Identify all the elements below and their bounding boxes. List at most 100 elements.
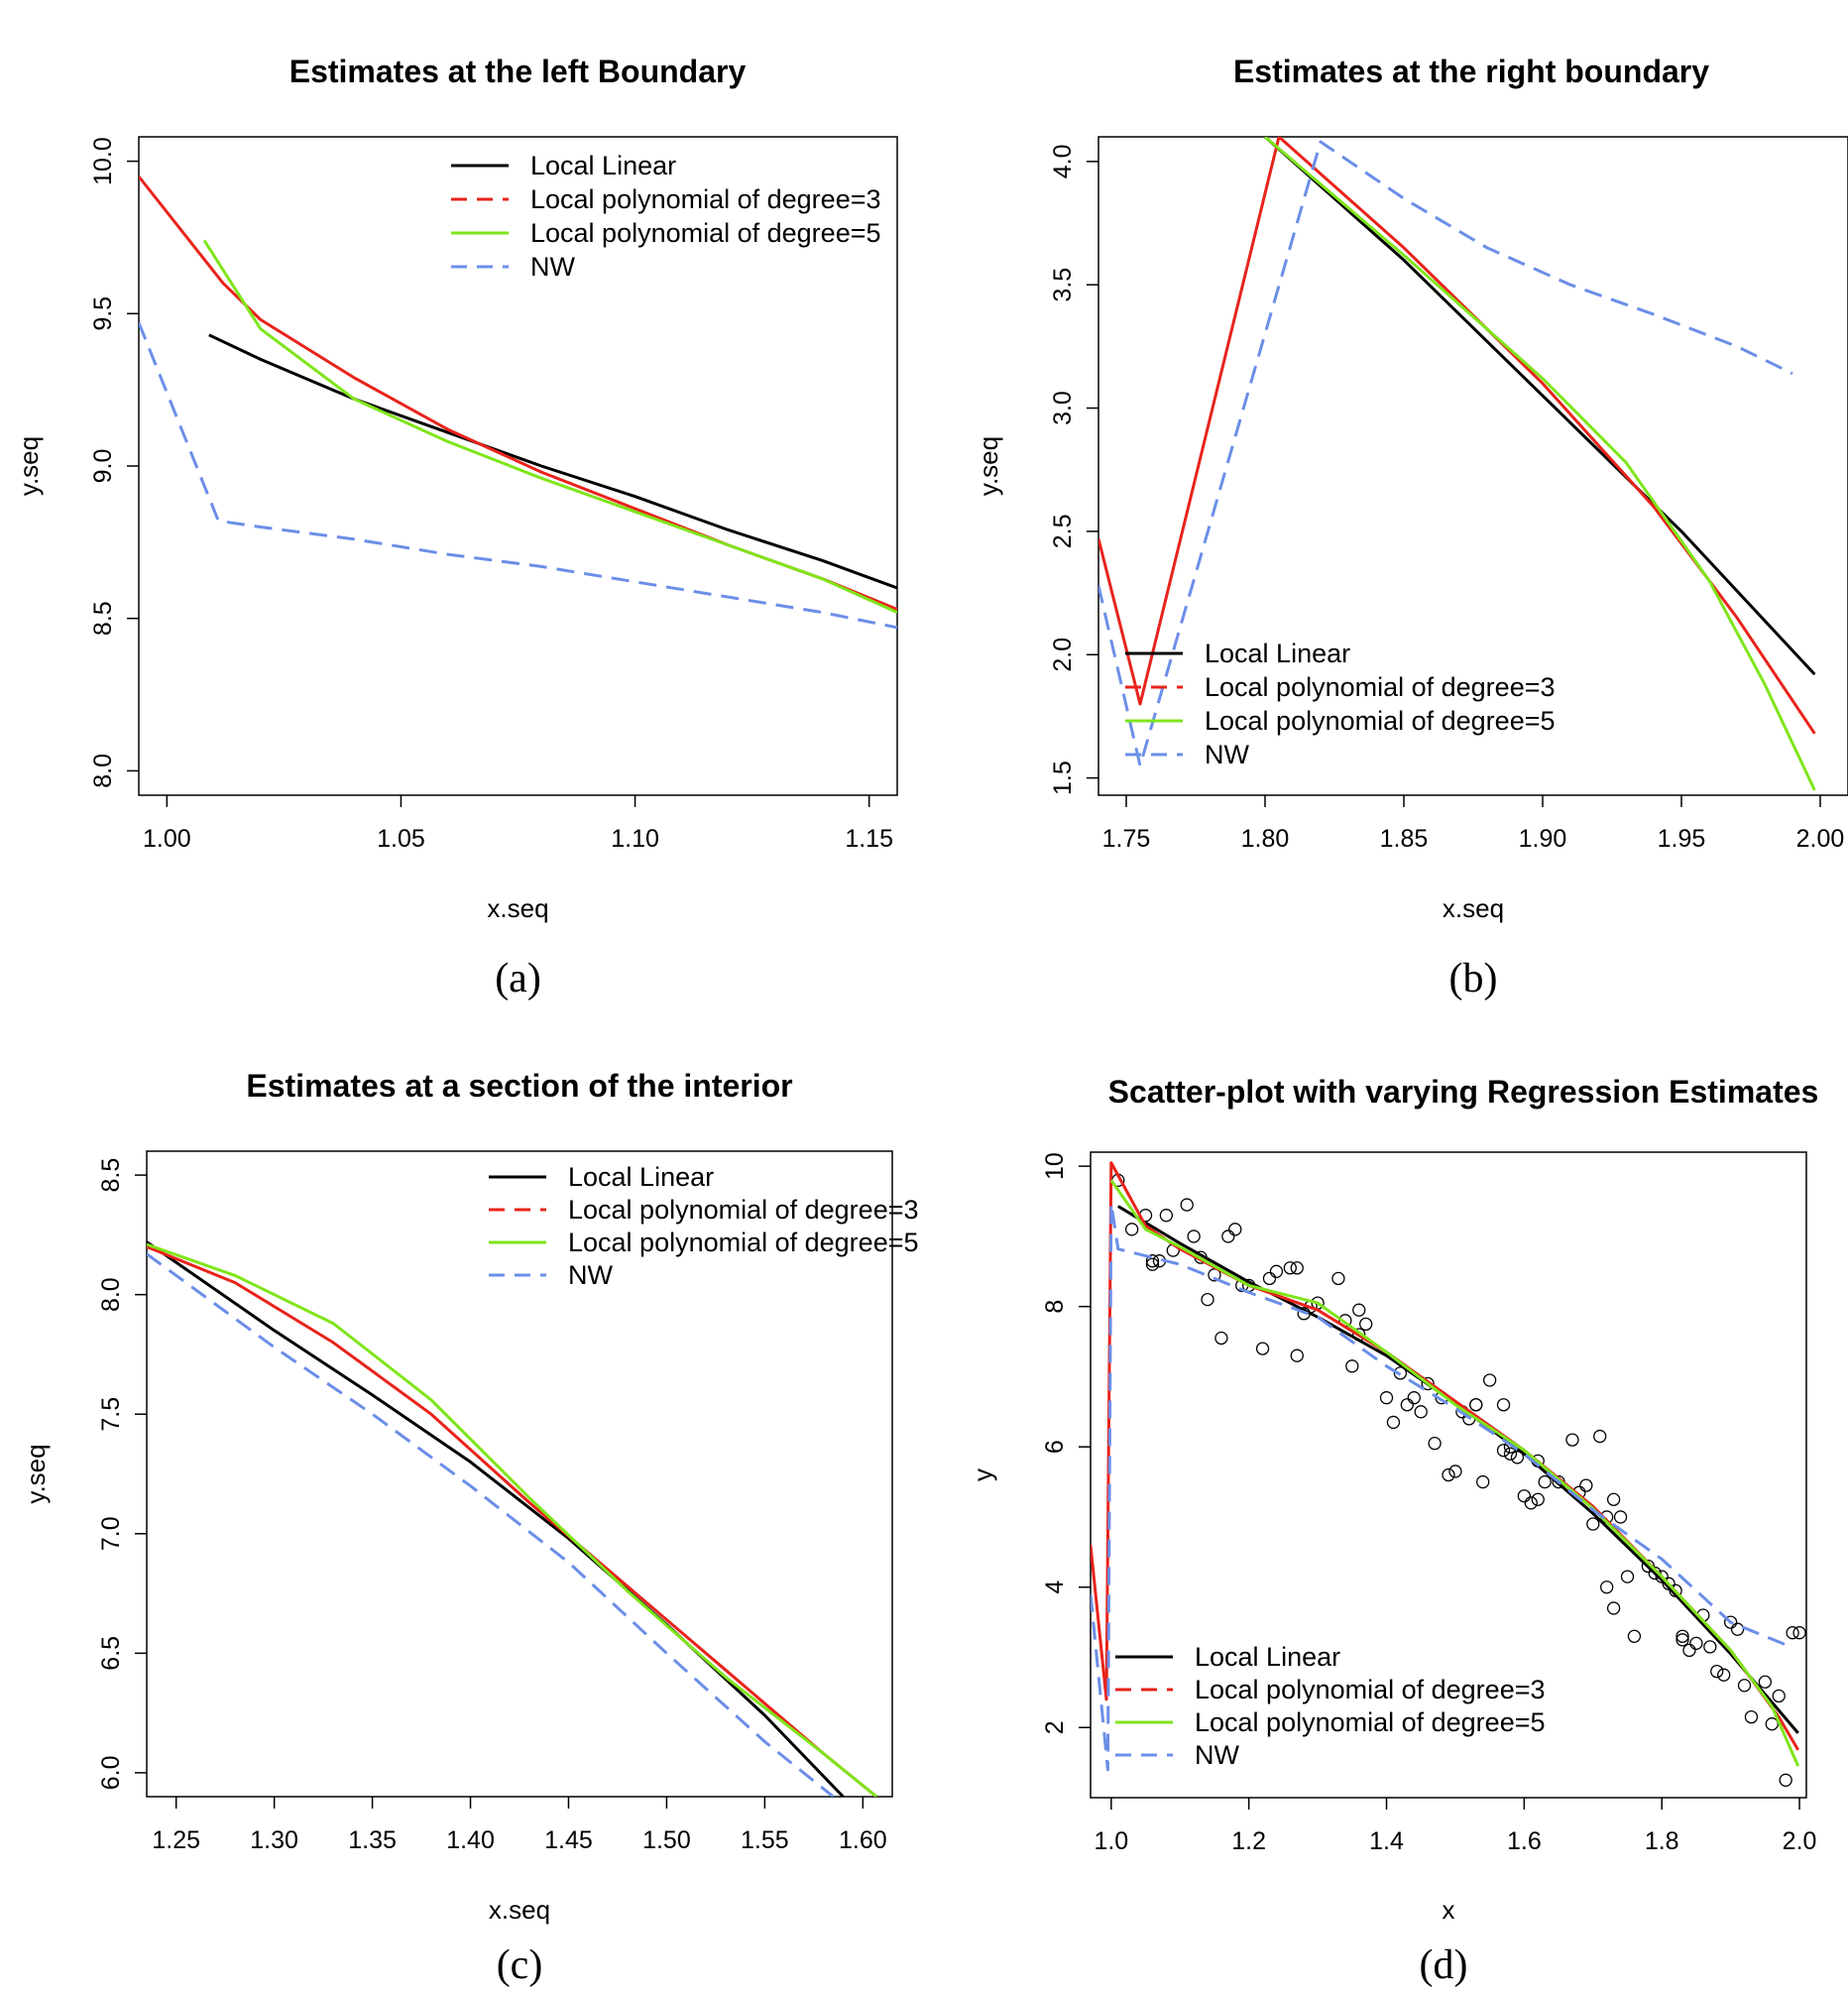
legend-entry: Local Linear <box>1195 1642 1340 1672</box>
data-point <box>1145 1257 1160 1271</box>
data-point <box>1228 1223 1242 1236</box>
plot-frame <box>1097 136 1848 796</box>
data-point <box>1262 1271 1277 1286</box>
x-tick-label: 1.8 <box>1645 1827 1679 1855</box>
data-point <box>1159 1209 1174 1223</box>
chart-panel-c: Estimates at a section of the interior 1.… <box>21 1068 919 1988</box>
y-tick-label: 8 <box>1041 1300 1069 1314</box>
y-tick-label: 10 <box>1041 1152 1069 1180</box>
data-point <box>1730 1622 1745 1636</box>
legend-entry: Local Linear <box>530 151 676 180</box>
data-point <box>1606 1492 1621 1506</box>
chart-panel-d: Scatter-plot with varying Regression Est… <box>968 1074 1818 1988</box>
y-tick-label: 9.5 <box>89 296 117 331</box>
data-point <box>1703 1640 1717 1654</box>
data-point <box>1717 1668 1731 1682</box>
data-point <box>1201 1292 1214 1307</box>
x-tick-label: 1.60 <box>839 1826 887 1854</box>
data-point <box>1442 1467 1455 1482</box>
x-tick-label: 1.2 <box>1231 1827 1266 1855</box>
data-point <box>1393 1366 1408 1380</box>
series-line <box>147 1240 845 1797</box>
x-tick-label: 1.0 <box>1094 1827 1128 1855</box>
x-tick-label: 1.90 <box>1519 825 1567 853</box>
data-point <box>1180 1198 1194 1212</box>
data-point <box>1538 1474 1552 1489</box>
chart-title: Estimates at the left Boundary <box>289 54 747 89</box>
data-point <box>1386 1415 1401 1430</box>
series-line <box>1264 137 1816 676</box>
panel-caption: (d) <box>1420 1942 1468 1988</box>
data-point <box>1345 1359 1359 1373</box>
data-point <box>1214 1331 1228 1346</box>
data-point <box>1448 1465 1462 1478</box>
data-point <box>1627 1629 1642 1643</box>
chart-title: Estimates at the right boundary <box>1233 54 1709 89</box>
data-point <box>1187 1230 1201 1243</box>
series-line <box>1098 140 1793 767</box>
y-tick-label: 2.5 <box>1049 515 1077 549</box>
y-tick-label: 8.0 <box>89 754 117 788</box>
plot-area <box>147 1240 878 1797</box>
x-tick-label: 1.95 <box>1658 825 1706 853</box>
y-tick-label: 6.5 <box>97 1636 125 1671</box>
y-axis-label: y <box>968 1468 997 1481</box>
data-point <box>1524 1496 1538 1510</box>
plot-frame <box>146 1150 893 1798</box>
chart-title: Estimates at a section of the interior <box>246 1068 792 1104</box>
plot-area <box>139 176 897 630</box>
y-axis-label: y.seq <box>21 1444 51 1503</box>
data-point <box>1269 1264 1284 1278</box>
series-line <box>139 321 897 630</box>
data-point <box>1613 1510 1628 1524</box>
series-line <box>147 1245 878 1797</box>
x-tick-label: 1.30 <box>250 1826 298 1854</box>
data-point <box>1483 1373 1497 1387</box>
legend-entry: NW <box>1205 740 1249 769</box>
x-tick-label: 1.6 <box>1507 1827 1542 1855</box>
legend-entry: Local polynomial of degree=5 <box>1205 706 1556 736</box>
y-tick-label: 2 <box>1041 1720 1069 1734</box>
panel-caption: (c) <box>497 1942 543 1988</box>
data-point <box>1290 1261 1304 1275</box>
y-axis-label: y.seq <box>974 436 1003 496</box>
panel-caption: (a) <box>495 956 541 1001</box>
chart-panel-a: Estimates at the left Boundary 1.00 1.05 1.… <box>14 54 898 1001</box>
x-tick-label: 1.25 <box>152 1826 200 1854</box>
data-point <box>1400 1398 1414 1412</box>
data-point <box>1510 1451 1525 1465</box>
x-tick-label: 2.00 <box>1796 825 1845 853</box>
data-point <box>1407 1391 1421 1405</box>
legend-entry: Local polynomial of degree=5 <box>1195 1707 1546 1737</box>
data-point <box>1772 1689 1786 1703</box>
plot-area <box>1091 1161 1806 1787</box>
legend-entry: Local polynomial of degree=5 <box>530 218 881 248</box>
legend-entry: Local Linear <box>1205 639 1350 668</box>
data-point <box>1531 1492 1545 1506</box>
data-point <box>1620 1570 1635 1583</box>
x-axis-label: x.seq <box>489 1895 550 1925</box>
plot-frame <box>1090 1151 1807 1799</box>
data-point <box>1208 1268 1221 1282</box>
panel-caption: (b) <box>1449 956 1498 1001</box>
x-axis-label: x.seq <box>1443 893 1504 923</box>
y-tick-label: 6 <box>1041 1440 1069 1454</box>
x-tick-label: 1.4 <box>1369 1827 1404 1855</box>
series-line <box>208 333 897 590</box>
y-tick-label: 6.0 <box>97 1756 125 1791</box>
data-point <box>1744 1709 1759 1724</box>
legend-entry: Local polynomial of degree=3 <box>1195 1675 1546 1704</box>
data-point <box>1758 1675 1772 1689</box>
series-line <box>1264 137 1816 791</box>
x-axis-label: x <box>1443 1895 1455 1925</box>
x-tick-label: 1.80 <box>1241 825 1290 853</box>
x-tick-label: 1.55 <box>741 1826 789 1854</box>
data-point <box>1517 1489 1532 1503</box>
y-tick-label: 7.0 <box>97 1516 125 1551</box>
data-point <box>1779 1773 1792 1787</box>
data-point <box>1600 1581 1614 1594</box>
data-point <box>1421 1376 1435 1391</box>
data-point <box>1593 1429 1607 1444</box>
y-tick-label: 8.5 <box>97 1158 125 1193</box>
